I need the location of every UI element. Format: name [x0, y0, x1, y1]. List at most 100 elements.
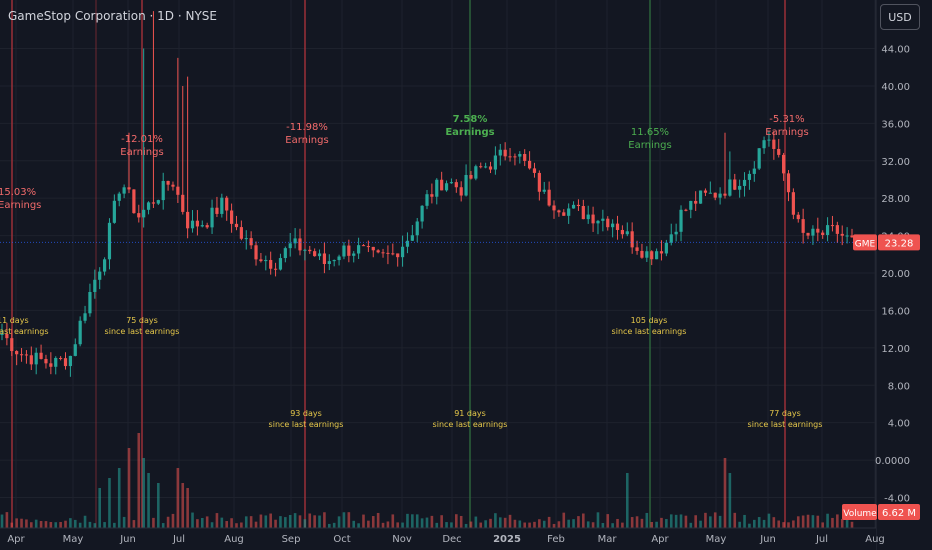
candle	[552, 205, 556, 211]
candle	[54, 357, 58, 367]
volume-bar	[831, 517, 834, 528]
volume-bar	[288, 514, 292, 528]
candle	[293, 238, 297, 244]
candle	[518, 154, 522, 157]
volume-bar	[728, 473, 732, 528]
volume-bar	[645, 512, 649, 528]
volume-bar	[455, 514, 458, 528]
candle	[366, 246, 370, 248]
volume-bar	[303, 519, 307, 528]
volume-bar	[582, 513, 585, 528]
candle	[93, 279, 97, 292]
y-tick-label: 4.00	[888, 419, 910, 430]
volume-bar	[411, 514, 414, 528]
candle	[166, 180, 170, 185]
volume-bar	[15, 518, 18, 528]
volume-bar	[523, 522, 527, 528]
volume-bar	[401, 522, 404, 528]
volume-bar	[64, 520, 67, 528]
volume-bar	[117, 468, 121, 528]
volume-bar	[655, 521, 658, 528]
volume-bar	[743, 514, 746, 528]
volume-bar	[796, 516, 800, 528]
volume-bar	[494, 513, 497, 528]
volume-bar	[713, 512, 717, 528]
candle	[806, 232, 810, 236]
volume-bar	[826, 513, 829, 528]
candle	[73, 344, 77, 356]
y-tick-label: 44.00	[881, 45, 910, 56]
volume-bar	[650, 521, 654, 528]
volume-bar	[611, 523, 614, 528]
ticker-badge	[853, 234, 877, 251]
volume-bar	[113, 522, 116, 528]
earnings-pct-label: 7.58%	[453, 114, 488, 125]
volume-bar	[269, 513, 272, 528]
candle	[679, 209, 683, 232]
volume-bar	[157, 483, 160, 528]
candle	[586, 214, 590, 220]
candle	[127, 187, 131, 190]
volume-value-badge	[878, 504, 920, 520]
candle	[811, 228, 815, 236]
volume-bar	[689, 522, 693, 528]
candle	[635, 247, 639, 251]
volume-bar	[757, 517, 761, 528]
candle	[454, 182, 458, 188]
volume-bar	[235, 523, 238, 528]
volume-bar	[381, 522, 385, 528]
volume-bar	[557, 521, 561, 528]
candle	[278, 258, 283, 270]
y-tick-label: 36.00	[881, 119, 910, 130]
volume-bar	[49, 522, 53, 528]
candle	[386, 252, 390, 254]
candle	[786, 173, 791, 193]
x-axis-panel	[0, 528, 876, 550]
volume-bar	[513, 519, 517, 528]
candle	[44, 358, 48, 364]
candle	[186, 211, 190, 229]
volume-bar	[469, 521, 473, 528]
candle	[176, 186, 180, 195]
currency-button[interactable]: USD	[880, 4, 920, 30]
candle	[479, 166, 483, 168]
candle	[664, 242, 668, 254]
candle	[654, 251, 659, 260]
candle	[410, 235, 414, 241]
volume-bar	[542, 520, 546, 528]
candle	[19, 354, 24, 356]
volume-bar	[122, 516, 126, 528]
days-since-label: 91 days	[454, 409, 486, 418]
candle	[606, 218, 610, 228]
candle	[474, 166, 478, 179]
candle	[39, 352, 43, 359]
volume-bar	[186, 488, 189, 528]
candle	[102, 259, 107, 272]
x-tick-label: Mar	[598, 534, 618, 545]
candle	[659, 251, 664, 254]
candle	[542, 189, 546, 192]
candle	[317, 253, 322, 257]
candle	[352, 253, 356, 256]
candle	[283, 248, 287, 259]
volume-bar	[464, 523, 468, 528]
volume-bar	[264, 515, 268, 528]
volume-bar	[293, 513, 297, 528]
volume-badge	[842, 504, 877, 520]
volume-bar	[704, 512, 707, 528]
volume-bar	[694, 515, 697, 528]
volume-bar	[205, 516, 209, 528]
candle	[234, 223, 239, 228]
candle	[63, 358, 68, 367]
candle	[15, 351, 19, 355]
candle	[562, 212, 566, 216]
volume-bar	[20, 518, 23, 528]
days-since-label: since last earnings	[433, 420, 508, 429]
volume-bar	[327, 523, 331, 528]
candle	[269, 259, 273, 269]
candle	[640, 250, 644, 258]
candle	[200, 225, 204, 227]
volume-bar	[318, 515, 321, 528]
earnings-pct-label: 11.65%	[631, 127, 669, 138]
